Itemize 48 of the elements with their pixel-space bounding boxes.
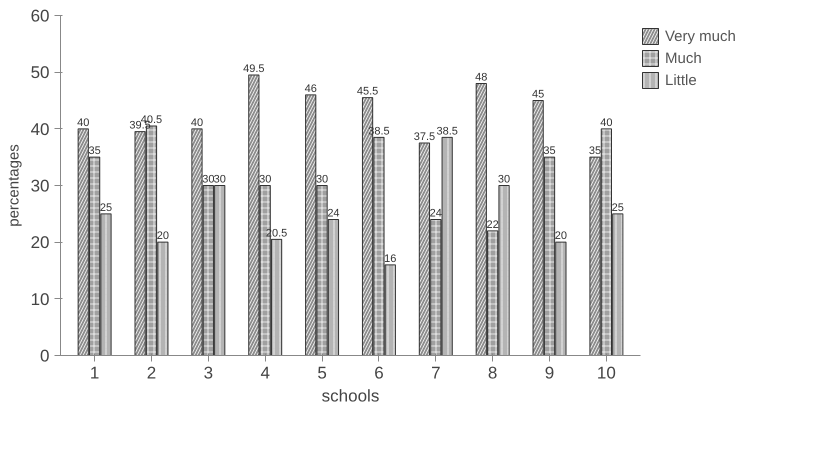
x-tick-label: 1 — [90, 364, 100, 382]
x-tick-label: 8 — [488, 364, 498, 382]
data-label: 30 — [214, 174, 226, 186]
data-label: 20 — [554, 230, 568, 242]
data-label: 22 — [486, 218, 499, 231]
data-label: 48 — [475, 72, 488, 84]
data-label: 40 — [600, 116, 613, 129]
y-tick-label: 20 — [30, 233, 50, 252]
data-label: 24 — [430, 208, 442, 220]
legend-label: Little — [665, 72, 697, 88]
data-label: 20 — [156, 230, 169, 242]
x-tick-label: 4 — [260, 364, 270, 382]
data-label: 37.5 — [414, 131, 436, 143]
data-label: 35 — [88, 145, 101, 158]
x-tick-label: 2 — [146, 364, 156, 382]
data-label: 46 — [304, 82, 317, 95]
y-axis-title: percentages — [6, 144, 23, 227]
x-tick-label: 7 — [431, 364, 441, 382]
data-label: 35 — [543, 145, 556, 158]
x-axis-title: schools — [322, 386, 380, 406]
x-tick-label: 5 — [317, 364, 327, 382]
data-label: 45.5 — [356, 86, 378, 98]
legend-label: Much — [665, 50, 702, 66]
data-label: 40 — [77, 116, 90, 129]
data-label: 40 — [190, 116, 204, 129]
data-label: 30 — [316, 174, 328, 186]
data-label: 25 — [612, 202, 624, 214]
y-tick-label: 40 — [30, 120, 50, 139]
data-label: 30 — [202, 174, 214, 186]
data-label: 49.5 — [243, 63, 265, 75]
y-tick-label: 30 — [30, 176, 50, 196]
data-label: 25 — [100, 202, 112, 214]
x-tick-label: 9 — [544, 364, 554, 382]
data-label: 24 — [327, 208, 340, 220]
x-tick-label: 3 — [204, 364, 214, 382]
data-label: 30 — [259, 174, 272, 186]
x-tick-label: 6 — [374, 364, 384, 382]
data-label: 38.5 — [436, 125, 458, 138]
y-tick-label: 50 — [30, 63, 50, 82]
data-label: 16 — [384, 252, 396, 265]
data-label: 45 — [532, 88, 544, 100]
y-tick-label: 0 — [40, 346, 50, 366]
data-label: 35 — [588, 145, 602, 158]
x-tick-label: 10 — [596, 364, 616, 382]
data-label: 30 — [498, 174, 510, 186]
y-tick-label: 10 — [30, 290, 50, 309]
y-tick-label: 60 — [30, 6, 50, 26]
legend-label: Very much — [665, 28, 736, 44]
